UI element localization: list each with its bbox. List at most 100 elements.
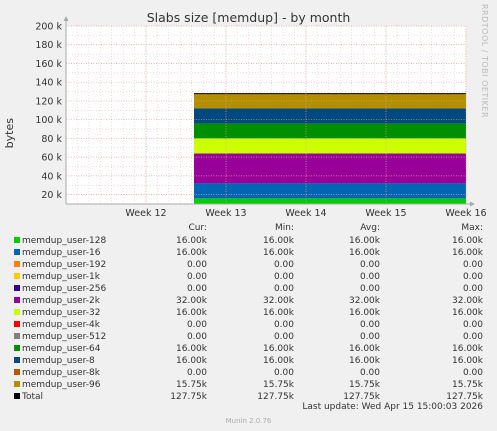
legend-label: memdup_user-192: [22, 260, 107, 270]
legend-cur-value: 16.00k: [176, 248, 207, 258]
legend-avg-value: 0.00: [359, 284, 380, 294]
legend-row: memdup_user-32 16.00k 16.00k 16.00k 16.00k: [0, 307, 497, 319]
legend-cur-value: 16.00k: [176, 236, 207, 246]
legend-avg-value: 16.00k: [349, 308, 380, 318]
legend-label: memdup_user-16: [22, 248, 101, 258]
legend-min-value: 16.00k: [263, 236, 294, 246]
legend-row: memdup_user-96 15.75k 15.75k 15.75k 15.75k: [0, 379, 497, 391]
legend-label: Total: [22, 392, 44, 402]
legend-max-value: 16.00k: [452, 308, 483, 318]
legend-min-value: 0.00: [273, 284, 294, 294]
legend-swatch: [14, 321, 20, 327]
legend-max-value: 0.00: [462, 260, 483, 270]
legend-min-value: 16.00k: [263, 248, 294, 258]
munin-version: Munin 2.0.76: [225, 417, 272, 425]
legend-label: memdup_user-96: [22, 380, 101, 390]
legend-row: memdup_user-8 16.00k 16.00k 16.00k 16.00k: [0, 355, 497, 367]
legend-max-value: 127.75k: [446, 392, 483, 402]
header-avg: Avg:: [360, 223, 380, 233]
legend-avg-value: 0.00: [359, 320, 380, 330]
legend-swatch: [14, 345, 20, 351]
legend-avg-value: 16.00k: [349, 248, 380, 258]
legend-min-value: 0.00: [273, 320, 294, 330]
legend-avg-value: 127.75k: [343, 392, 380, 402]
x-tick-label: Week 13: [205, 208, 246, 219]
legend-max-value: 16.00k: [452, 248, 483, 258]
legend-cur-value: 15.75k: [176, 380, 207, 390]
legend-cur-value: 0.00: [186, 272, 207, 282]
y-tick-label: 60 k: [41, 153, 62, 164]
legend-min-value: 15.75k: [263, 380, 294, 390]
legend-max-value: 32.00k: [452, 296, 483, 306]
header-min: Min:: [274, 223, 294, 233]
legend-label: memdup_user-32: [22, 308, 101, 318]
y-tick-label: 40 k: [41, 171, 62, 182]
y-tick-label: 80 k: [41, 134, 62, 145]
legend-max-value: 15.75k: [452, 380, 483, 390]
x-tick-label: Week 14: [285, 208, 326, 219]
legend-row: memdup_user-4k 0.00 0.00 0.00 0.00: [0, 319, 497, 331]
y-axis-arrow: [63, 16, 69, 21]
legend-swatch: [14, 273, 20, 279]
legend-avg-value: 0.00: [359, 332, 380, 342]
y-tick-label: 140 k: [35, 78, 62, 89]
legend-max-value: 16.00k: [452, 356, 483, 366]
legend-cur-value: 16.00k: [176, 356, 207, 366]
legend-avg-value: 32.00k: [349, 296, 380, 306]
legend-max-value: 0.00: [462, 368, 483, 378]
legend-min-value: 127.75k: [257, 392, 294, 402]
legend-swatch: [14, 285, 20, 291]
legend-row: memdup_user-512 0.00 0.00 0.00 0.00: [0, 331, 497, 343]
legend-cur-value: 0.00: [186, 284, 207, 294]
chart-plot: 20 k 40 k 60 k 80 k 100 k 120 k 140 k 160 k 180 …: [35, 16, 487, 219]
legend-max-value: 16.00k: [452, 344, 483, 354]
legend-avg-value: 16.00k: [349, 356, 380, 366]
legend-cur-value: 32.00k: [176, 296, 207, 306]
legend-swatch: [14, 333, 20, 339]
legend-max-value: 0.00: [462, 320, 483, 330]
legend-row: memdup_user-192 0.00 0.00 0.00 0.00: [0, 259, 497, 271]
y-tick-label: 160 k: [35, 59, 62, 70]
series-area: [194, 153, 466, 184]
y-tick-label: 20 k: [41, 190, 62, 201]
y-tick-label: 120 k: [35, 96, 62, 107]
legend-cur-value: 16.00k: [176, 344, 207, 354]
legend-row: memdup_user-8k 0.00 0.00 0.00 0.00: [0, 367, 497, 379]
legend-min-value: 16.00k: [263, 356, 294, 366]
legend-min-value: 0.00: [273, 272, 294, 282]
legend-label: memdup_user-1k: [22, 272, 100, 282]
legend-avg-value: 15.75k: [349, 380, 380, 390]
legend-avg-value: 0.00: [359, 368, 380, 378]
series-area: [194, 108, 466, 124]
legend-label: memdup_user-4k: [22, 320, 100, 330]
legend-cur-value: 0.00: [186, 332, 207, 342]
y-tick-label: 200 k: [35, 22, 62, 33]
legend-min-value: 32.00k: [263, 296, 294, 306]
legend-swatch: [14, 249, 20, 255]
legend-swatch: [14, 393, 20, 399]
legend-row: memdup_user-2k 32.00k 32.00k 32.00k 32.00k: [0, 295, 497, 307]
legend-min-value: 0.00: [273, 260, 294, 270]
legend-max-value: 0.00: [462, 272, 483, 282]
legend-swatch: [14, 237, 20, 243]
series-area: [194, 183, 466, 199]
legend-swatch: [14, 381, 20, 387]
legend-min-value: 16.00k: [263, 344, 294, 354]
x-tick-label: Week 15: [365, 208, 406, 219]
series-area: [194, 198, 466, 204]
last-update: Last update: Wed Apr 15 15:00:03 2026: [302, 402, 483, 412]
legend-cur-value: 16.00k: [176, 308, 207, 318]
legend-cur-value: 0.00: [186, 320, 207, 330]
legend-min-value: 16.00k: [263, 308, 294, 318]
legend-swatch: [14, 297, 20, 303]
y-tick-label: 180 k: [35, 40, 62, 51]
rrdtool-credit: RRDTOOL / TOBI OETIKER: [480, 4, 489, 119]
legend-swatch: [14, 261, 20, 267]
series-area: [194, 138, 466, 154]
legend-swatch: [14, 357, 20, 363]
header-max: Max:: [461, 223, 483, 233]
legend-row: memdup_user-256 0.00 0.00 0.00 0.00: [0, 283, 497, 295]
legend-label: memdup_user-64: [22, 344, 101, 354]
series-area: [194, 93, 466, 109]
legend: memdup_user-128 16.00k 16.00k 16.00k 16.00k m…: [0, 235, 497, 403]
